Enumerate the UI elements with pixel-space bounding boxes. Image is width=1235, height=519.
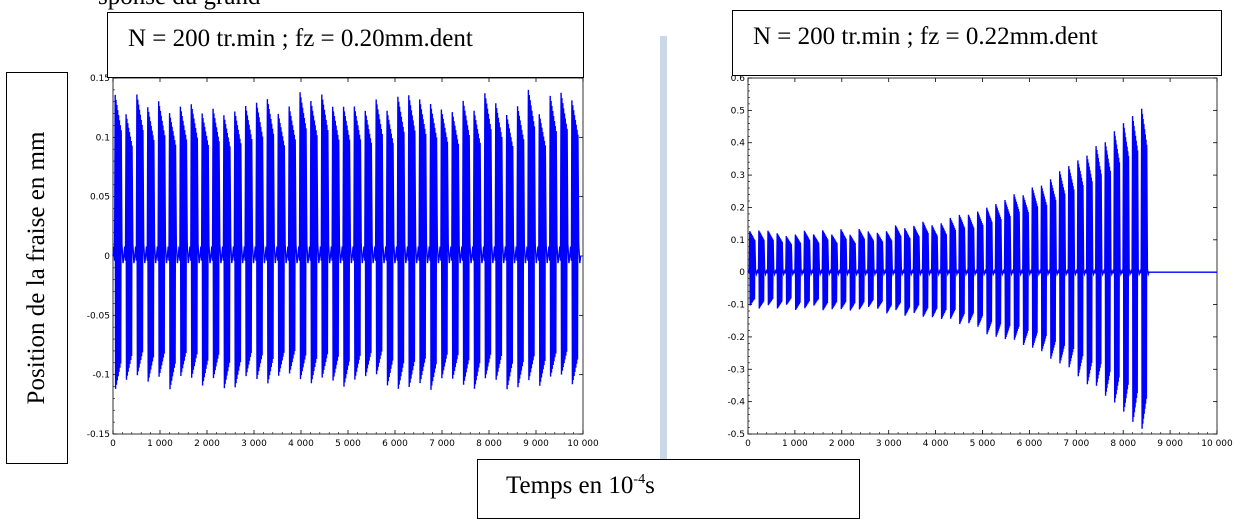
x-tick-label: 1 000 (782, 439, 808, 449)
x-tick-label: 1 000 (147, 439, 173, 449)
x-tick-label: 9 000 (1157, 439, 1183, 449)
series-line (112, 89, 582, 390)
x-tick-label: 7 000 (1063, 439, 1089, 449)
y-tick-label: -0.5 (727, 430, 745, 440)
y-tick-label: -0.05 (87, 311, 110, 321)
x-tick-label: 2 000 (194, 439, 220, 449)
y-tick-label: -0.4 (727, 398, 745, 408)
x-tick-label: 0 (745, 439, 751, 449)
x-tick-label: 6 000 (1017, 439, 1043, 449)
y-tick-label: 0.05 (90, 193, 110, 203)
x-tick-label: 8 000 (1110, 439, 1136, 449)
y-tick-label: 0.2 (731, 203, 745, 213)
chart-left-title: N = 200 tr.min ; fz = 0.20mm.dent (107, 12, 584, 78)
x-tick-label: 9 000 (523, 439, 549, 449)
x-tick-label: 10 000 (1201, 439, 1233, 449)
chart-right-title: N = 200 tr.min ; fz = 0.22mm.dent (732, 10, 1222, 76)
y-axis-label-box: Position de la fraise en mm (6, 72, 68, 464)
y-tick-label: -0.1 (727, 301, 745, 311)
x-tick-label: 6 000 (382, 439, 408, 449)
y-tick-label: -0.1 (92, 371, 110, 381)
chart-left: -0.15 -0.1 -0.05 0 0.05 0.1 0.15 0 1 000 2 000 3 0… (87, 74, 599, 449)
y-tick-label: 0.6 (731, 74, 746, 84)
x-axis-label-exponent: -4 (633, 472, 646, 487)
x-tick-label: 2 000 (829, 439, 855, 449)
y-tick-label: 0 (739, 268, 745, 278)
top-text-fragment: sponse du grand (98, 0, 260, 11)
x-tick-label: 5 000 (335, 439, 361, 449)
y-tick-label: 0.1 (731, 236, 745, 246)
x-tick-label: 4 000 (923, 439, 949, 449)
y-tick-label: 0 (104, 252, 110, 262)
x-axis-label: Temps en 10 (506, 472, 634, 499)
y-tick-label: -0.2 (727, 333, 745, 343)
x-axis-label-unit: s (645, 472, 655, 499)
x-tick-label: 3 000 (876, 439, 902, 449)
y-tick-label: 0.4 (731, 139, 746, 149)
y-tick-label: 0.1 (96, 133, 110, 143)
y-tick-label: 0.15 (90, 74, 110, 84)
y-axis-label: Position de la fraise en mm (23, 131, 50, 405)
divider-bar (660, 36, 667, 460)
y-tick-label: 0.3 (731, 171, 745, 181)
series-line (747, 108, 1217, 429)
chart-right: -0.5 -0.4 -0.3 -0.2 -0.1 0 0.1 0.2 0.3 0.4 0.5 0.6 0… (727, 74, 1233, 449)
x-tick-label: 8 000 (476, 439, 502, 449)
x-tick-label: 4 000 (288, 439, 314, 449)
x-tick-label: 5 000 (970, 439, 996, 449)
y-tick-label: -0.15 (87, 430, 110, 440)
x-tick-label: 10 000 (567, 439, 599, 449)
x-tick-label: 0 (110, 439, 116, 449)
y-tick-label: -0.3 (727, 365, 745, 375)
x-axis-label-box: Temps en 10-4s (477, 459, 860, 519)
y-tick-label: 0.5 (731, 106, 745, 116)
x-tick-label: 3 000 (241, 439, 267, 449)
x-tick-label: 7 000 (429, 439, 455, 449)
